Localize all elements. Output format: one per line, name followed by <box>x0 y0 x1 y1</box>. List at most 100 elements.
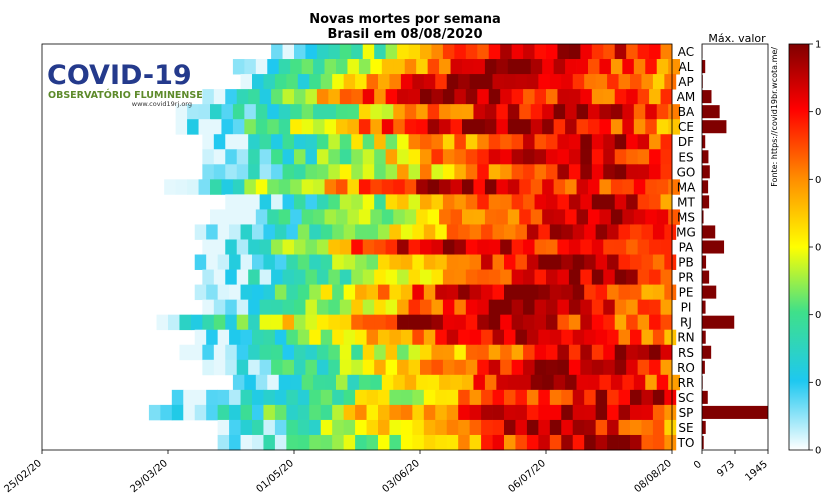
heatmap-cell-RJ <box>179 314 192 331</box>
heatmap-cell-AP <box>378 74 390 90</box>
heatmap-cell-RR <box>336 374 348 391</box>
heatmap-cell-PR <box>202 269 215 285</box>
heatmap-cell-SC <box>274 389 287 406</box>
heatmap-cell-ES <box>362 149 375 165</box>
heatmap-cell-PR <box>236 269 249 285</box>
heatmap-cell-AL <box>507 59 520 75</box>
heatmap-cell-ES <box>465 149 478 165</box>
heatmap-cell-ES <box>316 149 329 165</box>
heatmap-cell-SC <box>652 389 665 406</box>
heatmap-cell-PA <box>649 239 661 255</box>
heatmap-cell-DF <box>248 134 261 150</box>
heatmap-cell-PA <box>316 239 329 255</box>
heatmap-cell-AP <box>263 74 276 90</box>
heatmap-cell-RO <box>591 359 604 376</box>
heatmap-cell-AL <box>645 59 658 75</box>
x-tick-label: 06/07/20 <box>506 458 547 495</box>
heatmap-cell-MA <box>473 179 486 195</box>
heatmap-cell-AP <box>504 74 516 90</box>
heatmap-cell-SE <box>584 419 597 436</box>
heatmap-cell-RJ <box>557 314 570 331</box>
heatmap-cell-AC <box>649 44 661 60</box>
heatmap-cell-MA <box>462 179 474 195</box>
heatmap-cell-RJ <box>408 314 421 331</box>
heatmap-cell-BA <box>622 104 635 120</box>
heatmap-cell-AM <box>465 89 478 105</box>
heatmap-cell-BA <box>599 104 612 120</box>
heatmap-cell-PR <box>385 269 398 285</box>
heatmap-cell-RR <box>622 374 635 391</box>
heatmap-cell-RS <box>580 344 593 361</box>
heatmap-cell-SP <box>664 404 677 421</box>
heatmap-cell-AC <box>442 44 455 60</box>
heatmap-cell-MS <box>301 209 314 225</box>
heatmap-cell-PR <box>442 269 455 285</box>
heatmap-cell-MS <box>255 209 268 225</box>
heatmap-cell-AP <box>641 74 654 90</box>
heatmap-cell-TO <box>343 434 356 451</box>
heatmap-cell-ES <box>294 149 306 165</box>
heatmap-cell-MS <box>416 209 429 225</box>
heatmap-cell-DF <box>649 134 661 150</box>
heatmap-cell-AM <box>408 89 421 105</box>
max-value-bar-RN <box>702 330 706 344</box>
heatmap-cell-MT <box>328 194 341 210</box>
state-label-RN: RN <box>677 331 694 345</box>
heatmap-cell-PE <box>458 284 471 301</box>
heatmap-cell-PA <box>213 239 226 255</box>
colorbar-ticks: 0 0. 0. 0. 0. 0. 1 <box>809 40 821 457</box>
heatmap-cell-ES <box>431 149 444 165</box>
heatmap-cell-DF <box>637 134 650 150</box>
heatmap-cell-TO <box>561 434 574 451</box>
heatmap-cell-PA <box>236 239 249 255</box>
heatmap-cell-DF <box>271 134 283 150</box>
heatmap-cell-BA <box>221 104 234 120</box>
heatmap-cell-AC <box>660 44 673 60</box>
heatmap-cell-PI <box>213 299 226 316</box>
heatmap-cell-DF <box>328 134 341 150</box>
heatmap-cell-MA <box>381 179 394 195</box>
heatmap-cell-AP <box>297 74 310 90</box>
heatmap-cell-AC <box>534 44 547 60</box>
heatmap-cell-MA <box>610 179 623 195</box>
heatmap-cell-SP <box>584 404 597 421</box>
heatmap-cell-RO <box>328 359 341 376</box>
heatmap-cell-MT <box>580 194 593 210</box>
heatmap-cell-TO <box>252 434 264 451</box>
heatmap-cell-RN <box>630 329 642 346</box>
heatmap-cell-AP <box>366 74 379 90</box>
heatmap-cell-SC <box>549 389 562 406</box>
heatmap-cell-DF <box>362 134 375 150</box>
heatmap-cell-TO <box>641 434 654 451</box>
max-value-bar-DF <box>702 135 706 149</box>
heatmap-cell-PB <box>297 254 310 270</box>
heatmap-cell-AM <box>546 89 558 105</box>
heatmap-cell-PR <box>465 269 478 285</box>
heatmap-cell-DF <box>477 134 490 150</box>
heatmap-cell-MA <box>404 179 417 195</box>
heatmap-cell-AM <box>397 89 409 105</box>
heatmap-cell-SP <box>504 404 516 421</box>
heatmap-cell-RO <box>397 359 409 376</box>
heatmap-cell-SC <box>229 389 241 406</box>
heatmap-cell-SE <box>549 419 562 436</box>
heatmap-cell-BA <box>610 104 623 120</box>
heatmap-cell-RN <box>412 329 425 346</box>
heatmap-cell-PB <box>240 254 253 270</box>
heatmap-cell-TO <box>320 434 333 451</box>
heatmap-cell-RR <box>519 374 532 391</box>
heatmap-cell-DF <box>568 134 581 150</box>
heatmap-cell-SP <box>435 404 448 421</box>
heatmap-cell-PI <box>557 299 570 316</box>
heatmap-cell-TO <box>435 434 448 451</box>
heatmap-cell-PB <box>526 254 539 270</box>
heatmap-cell-PI <box>420 299 432 316</box>
heatmap-cell-MA <box>358 179 371 195</box>
heatmap-cell-AL <box>358 59 371 75</box>
heatmap-cell-PE <box>595 284 608 301</box>
heatmap-cell-MT <box>568 194 581 210</box>
heatmap-cell-SC <box>332 389 345 406</box>
heatmap-cell-PB <box>263 254 276 270</box>
heatmap-cell-GO <box>294 164 306 180</box>
heatmap-cell-SP <box>538 404 551 421</box>
